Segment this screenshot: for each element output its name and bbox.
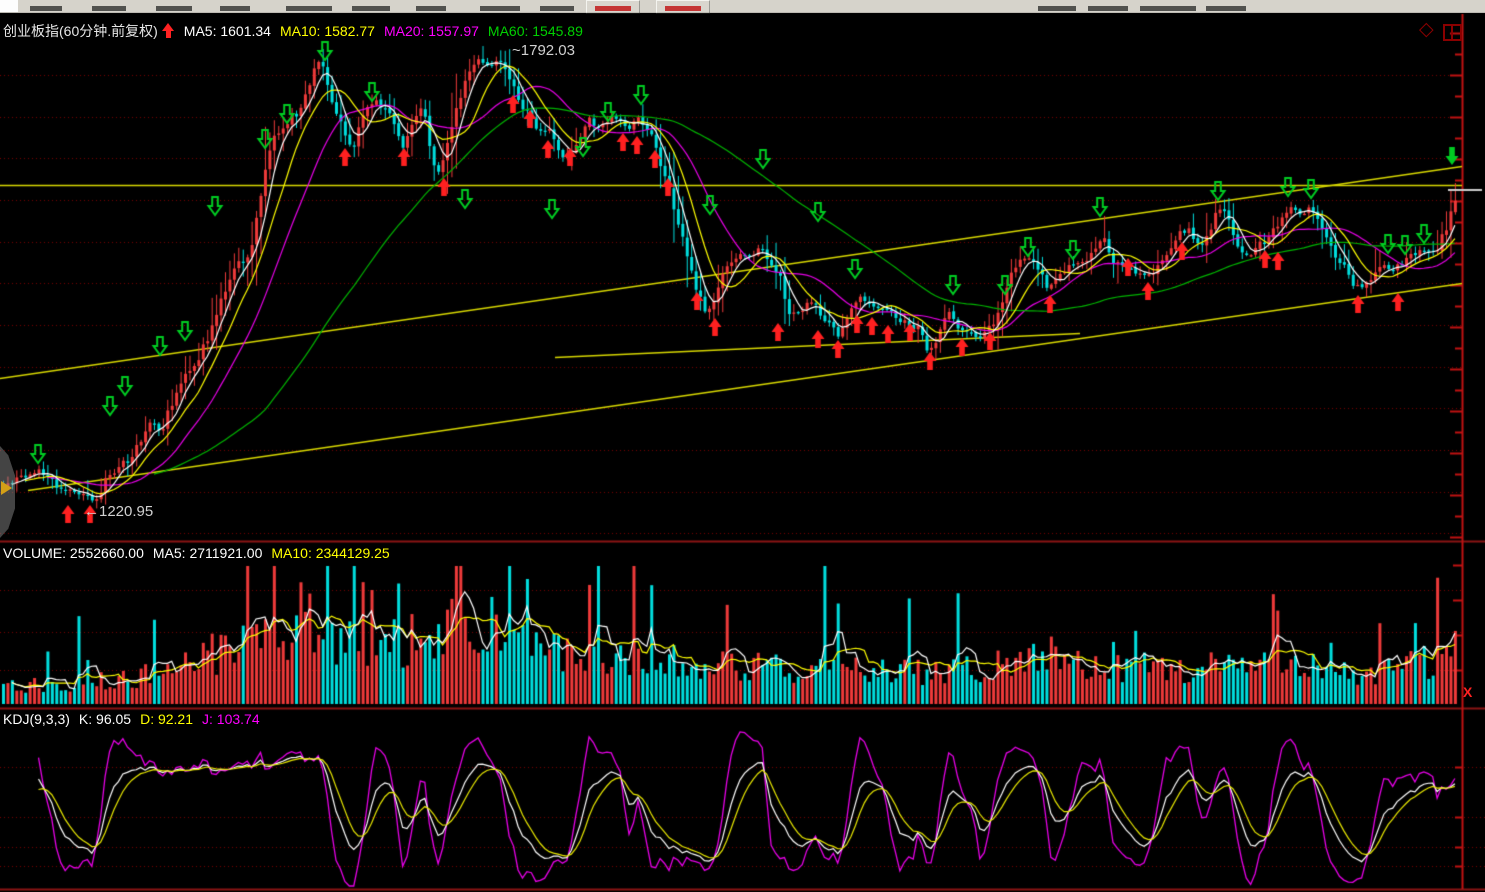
- ma-legend-items: MA5: 1601.34 MA10: 1582.77 MA20: 1557.97 MA…: [184, 23, 592, 39]
- volume-pane-legend: VOLUME: 2552660.00 MA5: 2711921.00 MA10: 2…: [3, 545, 399, 561]
- legend-item: MA5: 2711921.00: [152, 545, 263, 561]
- expand-arrow-icon[interactable]: [1, 481, 12, 495]
- legend-item: MA10: 2344129.25: [271, 545, 390, 561]
- high-price-annotation: ~1792.03: [512, 42, 575, 59]
- legend-item: KDJ(9,3,3): [3, 711, 70, 727]
- up-arrow-icon: [161, 23, 175, 38]
- legend-item: MA10: 1582.77: [279, 23, 375, 39]
- diamond-icon[interactable]: ◇: [1419, 19, 1434, 40]
- close-pane-icon[interactable]: X: [1463, 684, 1473, 700]
- legend-item: J: 103.74: [202, 711, 260, 727]
- main-pane-legend: 创业板指(60分钟.前复权) MA5: 1601.34 MA10: 1582.77 M…: [3, 21, 601, 41]
- kdj-pane-legend: KDJ(9,3,3) K: 96.05 D: 92.21 J: 103.74: [3, 711, 269, 727]
- legend-item: K: 96.05: [78, 711, 132, 727]
- low-price-annotation: ←1220.95: [84, 503, 154, 520]
- instrument-title: 创业板指(60分钟.前复权): [3, 23, 158, 39]
- split-panes-icon[interactable]: [1443, 24, 1462, 41]
- legend-item: VOLUME: 2552660.00: [3, 545, 144, 561]
- legend-item: MA5: 1601.34: [183, 23, 271, 39]
- legend-item: MA20: 1557.97: [383, 23, 479, 39]
- legend-item: D: 92.21: [140, 711, 194, 727]
- legend-item: MA60: 1545.89: [487, 23, 583, 39]
